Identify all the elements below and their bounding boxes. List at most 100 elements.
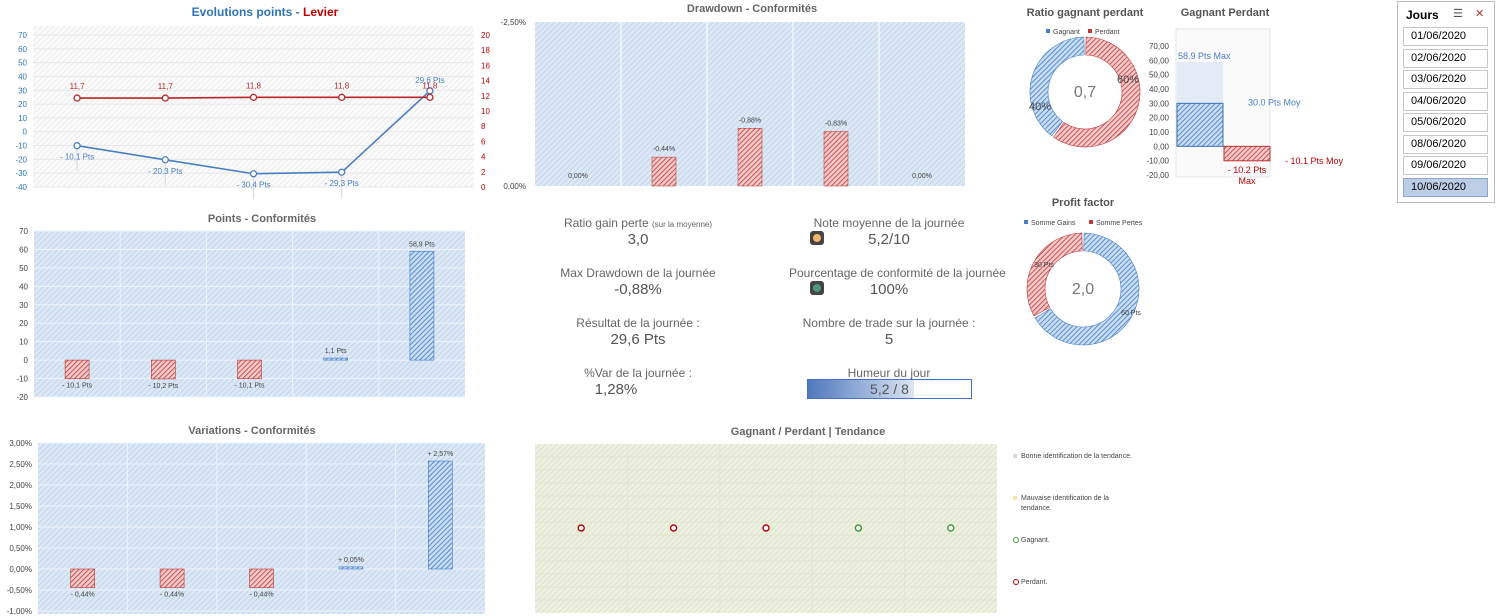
note-value: 5,2/10 — [868, 231, 910, 248]
conformity-label: Pourcentage de conformité de la journée — [789, 266, 1006, 280]
conformity-light-icon — [810, 281, 824, 295]
dd-ytick: -2,50% — [501, 18, 526, 27]
slicer-item-5[interactable]: 08/06/2020 — [1403, 134, 1488, 154]
pts-ytick: 20 — [19, 319, 28, 328]
evo-ytick: 20 — [18, 100, 27, 109]
evo-data-label: 11,8 — [334, 81, 350, 90]
variations-title: Variations - Conformités — [188, 425, 315, 437]
profit-legend-gains-swatch — [1024, 220, 1028, 224]
evo-ytick: -20 — [15, 155, 27, 164]
evo-data-label: 11,7 — [158, 82, 174, 91]
slicer-item-6[interactable]: 09/06/2020 — [1403, 156, 1488, 175]
pts-ytick: -10 — [16, 375, 28, 384]
gp-ytick: -10,00 — [1146, 157, 1169, 166]
pts-bar — [237, 359, 262, 380]
evo-data-label: 29,6 Pts — [415, 76, 444, 85]
tend-point-perdant — [669, 524, 678, 532]
result-value: 29,6 Pts — [610, 331, 666, 348]
evo-data-label: - 10,1 Pts — [60, 153, 94, 162]
var-data-label: - 0,44% — [160, 591, 184, 598]
dd-bar — [737, 128, 763, 187]
ratio-legend-gagnant: Gagnant — [1053, 29, 1080, 36]
slicer-item-3[interactable]: 04/06/2020 — [1403, 91, 1488, 111]
evo-ytick: -10 — [15, 142, 27, 151]
var-ytick: 2,50% — [9, 460, 32, 469]
gp-ytick: 10,00 — [1149, 128, 1170, 137]
profit-slice-0 — [1034, 232, 1140, 346]
result-label: Résultat de la journée : — [576, 316, 700, 330]
evo-point — [338, 168, 346, 176]
var-data-label: - 0,44% — [249, 591, 273, 598]
ratio-slice-0 — [1029, 36, 1085, 137]
note-label: Note moyenne de la journée — [813, 216, 965, 230]
pts-data-label: 1,1 Pts — [325, 348, 347, 355]
gp-ytick: 40,00 — [1149, 85, 1170, 94]
var-ytick: 0,50% — [9, 544, 32, 553]
evo-ytick: 10 — [18, 114, 27, 123]
mood-label: Humeur du jour — [847, 366, 931, 380]
pts-data-label: - 10,2 Pts — [148, 383, 178, 390]
var-ytick: 3,00% — [9, 439, 32, 448]
var-ytick: -0,50% — [7, 586, 32, 595]
slicer-item-7[interactable]: 10/06/2020 — [1403, 177, 1488, 197]
trades-value: 5 — [884, 331, 894, 348]
dd-bar — [651, 156, 677, 187]
evo-point — [249, 170, 258, 178]
gagnant-perdant-title: Gagnant Perdant — [1181, 7, 1270, 19]
evo-data-label: 11,8 — [422, 81, 438, 90]
gp-moy-loss-label: - 10.1 Pts Moy — [1285, 156, 1344, 166]
slicer-item-2[interactable]: 03/06/2020 — [1403, 70, 1488, 89]
evo-point — [73, 142, 81, 150]
pts-ytick: 60 — [19, 245, 28, 254]
evo-ytick: 50 — [18, 59, 27, 68]
pts-ytick: 10 — [19, 338, 28, 347]
evo-y2tick: 4 — [481, 153, 486, 162]
var-bar — [249, 568, 274, 588]
evo-y2tick: 18 — [481, 46, 490, 55]
evo-data-label: - 20,3 Pts — [148, 167, 182, 176]
slicer-item-0[interactable]: 01/06/2020 — [1403, 27, 1488, 46]
tend-point-gagnant — [947, 524, 955, 532]
ratio-center-value: 0,7 — [1074, 84, 1096, 101]
var-value: 1,28% — [594, 381, 638, 398]
ratio-value: 3,0 — [627, 231, 649, 248]
note-light-icon — [810, 231, 824, 245]
evolutions-plot-area — [33, 26, 474, 187]
profit-legend-pertes-swatch — [1089, 220, 1093, 224]
slicer-item-1[interactable]: 02/06/2020 — [1403, 48, 1488, 68]
conformity-value: 100% — [869, 281, 909, 298]
pts-ytick: 30 — [19, 301, 28, 310]
jours-slicer: Jours ☰ ✕ 01/06/2020 02/06/2020 03/06/2020… — [1397, 1, 1495, 203]
profit-slice-1 — [1026, 232, 1083, 317]
dd-data-label: -0,44% — [653, 146, 675, 153]
var-bar — [338, 566, 364, 570]
multi-select-icon[interactable]: ☰ — [1453, 8, 1463, 20]
profit-legend-pertes: Somme Pertes — [1096, 220, 1143, 227]
gp-max-label: 58.9 Pts Max — [1178, 51, 1231, 61]
gp-ytick: -20,00 — [1146, 171, 1169, 180]
gp-ytick: 70,00 — [1149, 42, 1170, 51]
gp-ytick: 20,00 — [1149, 114, 1170, 123]
gp-ytick: 60,00 — [1149, 56, 1170, 65]
pts-ytick: 70 — [19, 227, 28, 236]
drawdown-label: Max Drawdown de la journée — [560, 266, 716, 280]
evo-y2tick: 10 — [481, 107, 490, 116]
evo-data-label: - 29,3 Pts — [325, 179, 359, 188]
ratio-title: Ratio gagnant perdant — [1027, 7, 1144, 19]
clear-filter-icon[interactable]: ✕ — [1475, 8, 1485, 20]
evo-y2tick: 14 — [481, 77, 490, 86]
evo-y2tick: 20 — [481, 31, 490, 40]
gagnant-perdant-chart: Gagnant Perdant 70,00 60,00 50,00 40,00 30,0… — [1146, 7, 1344, 186]
tend-legend-label: Gagnant. — [1021, 537, 1050, 544]
ratio-legend-perdant-swatch — [1088, 29, 1092, 33]
pts-data-label: - 10,1 Pts — [62, 383, 92, 390]
var-bar — [427, 460, 453, 570]
slicer-item-4[interactable]: 05/06/2020 — [1403, 113, 1488, 132]
dd-data-label: -0,83% — [825, 121, 847, 128]
points-chart: Points - Conformités 70 60 50 40 30 20 10 0 -10 -… — [16, 213, 465, 400]
evo-ytick: 40 — [18, 72, 27, 81]
evo-data-label: 11,7 — [70, 82, 86, 91]
evo-point — [161, 156, 169, 164]
drawdown-chart: Drawdown - Conformités -2,50% 0,00% 0,00%… — [501, 3, 965, 191]
evo-y2tick: 8 — [481, 122, 486, 131]
